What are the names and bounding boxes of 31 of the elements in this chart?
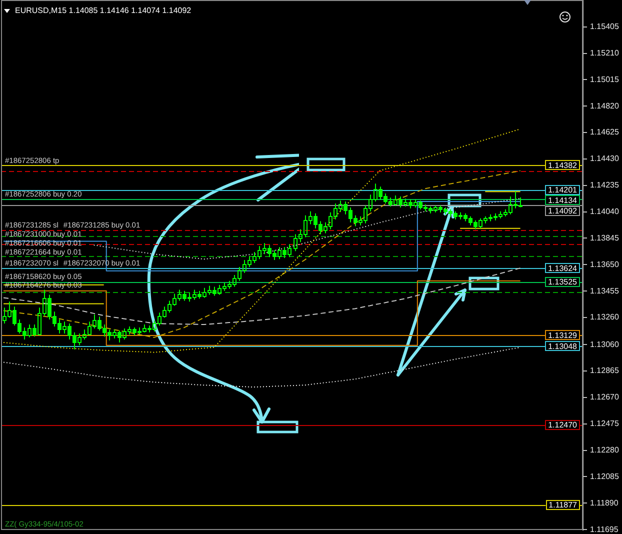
y-tick-label: 1.13060 [590, 340, 620, 349]
ref-line-label: 1.13525 [548, 277, 578, 286]
y-tick-label: 1.14430 [590, 154, 620, 164]
y-tick-label: 1.14625 [590, 128, 620, 137]
y-tick-label: 1.12670 [590, 392, 620, 402]
y-tick-label: 1.12280 [590, 446, 620, 455]
y-tick-label: 1.11695 [590, 524, 619, 534]
ref-line-label: 1.11877 [548, 500, 578, 510]
ref-line-label: 1.13624 [548, 264, 578, 273]
text: EURUSD,M15 1.14085 1.14146 1.14074 1.14092 [15, 6, 192, 16]
y-tick-label: 1.11890 [590, 498, 619, 508]
y-tick-label: 1.13650 [590, 260, 620, 269]
y-tick-label: 1.14820 [590, 101, 620, 110]
y-tick-label: 1.15210 [590, 48, 620, 58]
y-tick-label: 1.15015 [590, 74, 620, 84]
ref-line-label: 1.12470 [548, 420, 578, 430]
y-tick-label: 1.15405 [590, 22, 620, 32]
ref-line-label: 1.14382 [548, 161, 578, 170]
y-tick-label: 1.14235 [590, 180, 620, 190]
y-tick-label: 1.13845 [590, 233, 620, 242]
ref-line-label: 1.14092 [548, 206, 578, 216]
y-tick-label: 1.13455 [590, 286, 620, 296]
ref-line-label: 1.13048 [548, 342, 578, 351]
y-tick-label: 1.12475 [590, 419, 620, 428]
y-tick-label: 1.12085 [590, 472, 620, 481]
ref-line-label: 1.14134 [548, 196, 578, 206]
ref-line-label: 1.13129 [548, 330, 578, 340]
ref-line-label: 1.14201 [548, 186, 578, 195]
y-tick-label: 1.13260 [590, 312, 620, 322]
y-tick-label: 1.12865 [590, 366, 620, 376]
y-tick-label: 1.14040 [590, 207, 620, 216]
